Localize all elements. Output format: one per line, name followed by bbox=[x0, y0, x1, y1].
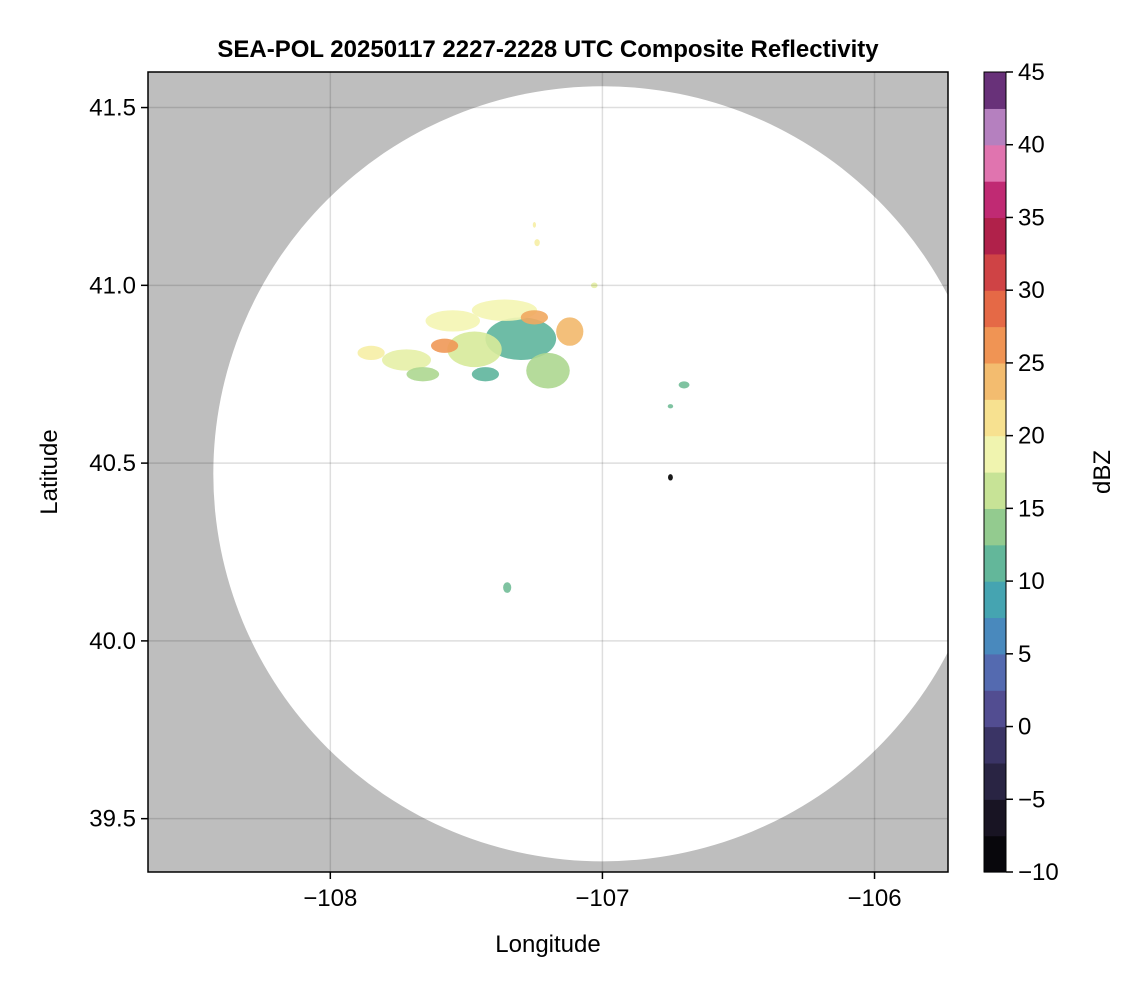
plot-layer bbox=[213, 86, 948, 862]
colorbar-band-6 bbox=[984, 617, 1006, 655]
echo-cell-15 bbox=[678, 381, 690, 389]
y-tick-label-0: 39.5 bbox=[89, 806, 136, 833]
y-tick-label-1: 40.0 bbox=[89, 628, 136, 655]
colorbar-band-12 bbox=[984, 399, 1006, 437]
colorbar-band-11 bbox=[984, 435, 1006, 473]
echo-cell-3 bbox=[556, 317, 584, 346]
colorbar-band-8 bbox=[984, 544, 1006, 582]
colorbar-tick-label-7: 25 bbox=[1018, 350, 1045, 377]
y-axis: 39.5 40.0 40.5 41.0 41.5 bbox=[89, 95, 148, 833]
colorbar-band-4 bbox=[984, 690, 1006, 728]
echo-cell-6 bbox=[520, 310, 548, 325]
colorbar-band-13 bbox=[984, 362, 1006, 400]
colorbar-tick-label-1: −5 bbox=[1018, 786, 1045, 813]
colorbar-band-16 bbox=[984, 253, 1006, 291]
colorbar-tick-label-4: 10 bbox=[1018, 568, 1045, 595]
colorbar-tick-label-3: 5 bbox=[1018, 641, 1031, 668]
echo-cell-14 bbox=[590, 282, 598, 289]
colorbar-band-17 bbox=[984, 217, 1006, 255]
colorbar-band-21 bbox=[984, 72, 1006, 109]
colorbar-band-10 bbox=[984, 472, 1006, 509]
echo-cell-0 bbox=[485, 317, 557, 360]
echo-cell-18 bbox=[668, 474, 673, 481]
x-tick-label-1: −107 bbox=[575, 885, 629, 912]
echo-cell-7 bbox=[430, 338, 459, 353]
colorbar-band-7 bbox=[984, 581, 1006, 619]
colorbar-label: dBZ bbox=[1089, 450, 1116, 494]
y-tick-label-2: 40.5 bbox=[89, 450, 136, 477]
y-tick-label-3: 41.0 bbox=[89, 272, 136, 299]
echo-cell-16 bbox=[667, 404, 674, 409]
x-axis-label: Longitude bbox=[495, 931, 600, 958]
x-axis: −108 −107 −106 bbox=[303, 872, 902, 912]
echo-cell-11 bbox=[471, 367, 500, 382]
echo-cell-10 bbox=[406, 367, 440, 382]
colorbar-tick-label-6: 20 bbox=[1018, 423, 1045, 450]
y-axis-label: Latitude bbox=[36, 429, 63, 514]
colorbar-tick-label-8: 30 bbox=[1018, 277, 1045, 304]
colorbar-tick-label-9: 35 bbox=[1018, 204, 1045, 231]
colorbar-band-1 bbox=[984, 799, 1006, 837]
colorbar-band-3 bbox=[984, 726, 1006, 764]
colorbar-band-0 bbox=[984, 835, 1006, 873]
radar-coverage-disk bbox=[213, 86, 948, 862]
colorbar-tick-label-10: 40 bbox=[1018, 132, 1045, 159]
colorbar-frame bbox=[983, 71, 1007, 873]
echo-cell-8 bbox=[382, 349, 431, 371]
colorbar-band-9 bbox=[984, 508, 1006, 546]
colorbar-band-20 bbox=[984, 108, 1006, 146]
echo-cell-13 bbox=[532, 222, 537, 228]
colorbar-tick-label-2: 0 bbox=[1018, 714, 1031, 741]
y-tick-label-4: 41.5 bbox=[89, 95, 136, 122]
colorbar-band-18 bbox=[984, 181, 1006, 219]
echo-cell-17 bbox=[503, 582, 512, 593]
colorbar-band-19 bbox=[984, 144, 1006, 182]
echo-cell-5 bbox=[471, 299, 538, 321]
grid-layer bbox=[148, 72, 948, 872]
colorbar: −10 −5 0 5 10 15 20 25 30 35 40 45 bbox=[983, 59, 1059, 886]
plot-frame bbox=[147, 71, 949, 873]
colorbar-tick-label-0: −10 bbox=[1018, 859, 1059, 886]
x-tick-label-2: −106 bbox=[847, 885, 901, 912]
echo-cell-2 bbox=[526, 352, 570, 389]
echo-cell-4 bbox=[425, 310, 480, 332]
colorbar-tick-label-5: 15 bbox=[1018, 495, 1045, 522]
echo-cell-1 bbox=[447, 331, 502, 368]
colorbar-band-5 bbox=[984, 653, 1006, 691]
chart-title: SEA-POL 20250117 2227-2228 UTC Composite… bbox=[217, 36, 879, 63]
colorbar-band-14 bbox=[984, 326, 1006, 364]
echo-cell-12 bbox=[534, 239, 540, 247]
x-tick-label-0: −108 bbox=[303, 885, 357, 912]
colorbar-tick-label-11: 45 bbox=[1018, 59, 1045, 86]
colorbar-band-2 bbox=[984, 762, 1006, 800]
echo-cell-9 bbox=[357, 345, 385, 360]
colorbar-band-15 bbox=[984, 290, 1006, 328]
